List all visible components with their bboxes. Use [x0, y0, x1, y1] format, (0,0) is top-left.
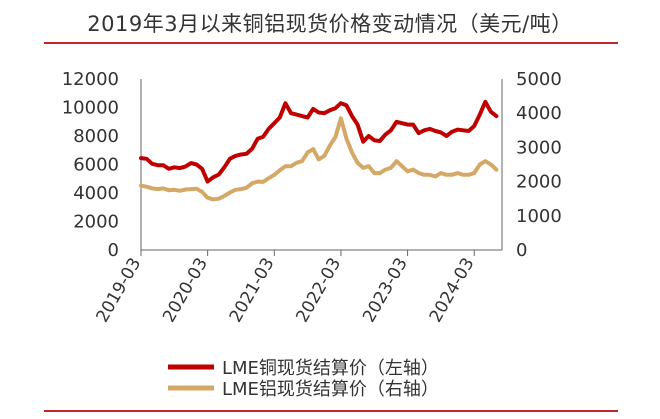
right-tick-label: 3000 — [516, 137, 562, 158]
x-tick-label: 2022-03 — [292, 255, 345, 327]
chart-axes — [140, 79, 503, 251]
legend: LME铜现货结算价（左轴）LME铝现货结算价（右轴） — [168, 358, 439, 400]
copper-legend-label: LME铜现货结算价（左轴） — [222, 358, 439, 379]
chart-title: 2019年3月以来铜铝现货价格变动情况（美元/吨） — [87, 12, 573, 36]
left-tick-label: 10000 — [62, 98, 119, 119]
left-tick-label: 12000 — [62, 69, 119, 90]
x-tick-label: 2020-03 — [159, 255, 212, 327]
copper-series-line — [139, 99, 499, 184]
right-tick-label: 1000 — [516, 206, 562, 227]
aluminum-series-line — [139, 116, 499, 202]
x-axis-ticks: 2019-03 2020-03 2021-03 2022-03 2023-03 2024-… — [92, 250, 479, 327]
right-axis-ticks: 0 1000 2000 3000 4000 5000 — [516, 69, 562, 261]
right-tick-label: 5000 — [516, 69, 562, 90]
left-tick-label: 0 — [108, 240, 119, 261]
left-tick-label: 6000 — [73, 155, 119, 176]
left-tick-label: 2000 — [73, 212, 119, 233]
title-rule — [44, 42, 618, 44]
x-tick-label: 2019-03 — [92, 255, 145, 327]
left-axis-ticks: 0 2000 4000 6000 8000 10000 12000 — [62, 69, 119, 261]
right-tick-label: 0 — [516, 240, 527, 261]
x-tick-label: 2021-03 — [226, 255, 279, 327]
left-tick-label: 4000 — [73, 183, 119, 204]
bottom-rule — [44, 410, 618, 412]
x-tick-label: 2024-03 — [426, 255, 479, 327]
aluminum-legend-label: LME铝现货结算价（右轴） — [222, 379, 439, 400]
right-tick-label: 2000 — [516, 172, 562, 193]
left-tick-label: 8000 — [73, 126, 119, 147]
right-tick-label: 4000 — [516, 103, 562, 124]
x-tick-label: 2023-03 — [359, 255, 412, 327]
series-layer — [139, 99, 499, 202]
